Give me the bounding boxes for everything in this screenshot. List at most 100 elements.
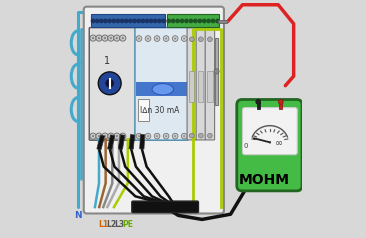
Bar (97, 135, 105, 150)
Bar (257, 102, 259, 109)
Circle shape (136, 36, 142, 41)
Circle shape (102, 133, 108, 139)
Circle shape (158, 19, 161, 23)
Text: N: N (74, 211, 81, 220)
Circle shape (189, 19, 193, 23)
Text: L3: L3 (114, 220, 124, 229)
Circle shape (92, 135, 94, 137)
Circle shape (116, 19, 120, 23)
Circle shape (138, 135, 140, 137)
Circle shape (147, 135, 149, 137)
Circle shape (163, 36, 169, 41)
Circle shape (145, 19, 149, 23)
Circle shape (194, 19, 197, 23)
Bar (279, 102, 282, 109)
Circle shape (165, 135, 167, 137)
Bar (215, 38, 218, 105)
FancyBboxPatch shape (132, 201, 198, 213)
Circle shape (114, 133, 120, 139)
Circle shape (154, 36, 160, 41)
Circle shape (98, 135, 100, 137)
Circle shape (108, 19, 111, 23)
Circle shape (185, 19, 188, 23)
FancyBboxPatch shape (243, 108, 297, 155)
Circle shape (108, 133, 114, 139)
Circle shape (129, 19, 132, 23)
Circle shape (156, 135, 158, 137)
Circle shape (269, 141, 271, 144)
Circle shape (162, 19, 165, 23)
Circle shape (110, 135, 112, 137)
Circle shape (136, 133, 142, 139)
Circle shape (214, 69, 219, 74)
Circle shape (98, 37, 100, 39)
FancyBboxPatch shape (205, 28, 214, 140)
Bar (140, 134, 145, 149)
Circle shape (181, 133, 187, 139)
Text: I∆n 30 mA: I∆n 30 mA (139, 106, 179, 115)
Circle shape (176, 19, 179, 23)
Circle shape (105, 79, 114, 88)
FancyBboxPatch shape (135, 28, 188, 140)
Circle shape (172, 133, 178, 139)
Bar (136, 82, 187, 96)
Circle shape (198, 133, 203, 138)
Bar (189, 71, 194, 102)
Circle shape (208, 37, 212, 42)
Circle shape (90, 35, 96, 41)
Circle shape (153, 19, 157, 23)
Circle shape (120, 35, 126, 41)
Text: MOHM: MOHM (238, 173, 290, 187)
Bar (138, 99, 149, 121)
FancyBboxPatch shape (237, 99, 302, 191)
Circle shape (167, 19, 171, 23)
Bar (226, 21, 228, 22)
Circle shape (114, 35, 120, 41)
Circle shape (149, 19, 153, 23)
Circle shape (104, 135, 106, 137)
Circle shape (174, 135, 176, 137)
Circle shape (138, 38, 140, 40)
Circle shape (165, 38, 167, 40)
Bar (207, 71, 213, 102)
Text: L1: L1 (98, 220, 108, 229)
Circle shape (145, 36, 151, 41)
FancyBboxPatch shape (187, 28, 197, 140)
Circle shape (96, 133, 102, 139)
Circle shape (102, 35, 108, 41)
Bar (118, 135, 125, 149)
Text: L2: L2 (106, 220, 116, 229)
Circle shape (96, 19, 99, 23)
Circle shape (198, 37, 203, 42)
Circle shape (120, 133, 126, 139)
Circle shape (104, 19, 107, 23)
Circle shape (198, 19, 201, 23)
Bar (129, 134, 135, 149)
Circle shape (181, 36, 187, 41)
Circle shape (156, 38, 158, 40)
Circle shape (116, 37, 118, 39)
Circle shape (174, 38, 176, 40)
Text: ∞: ∞ (275, 138, 283, 148)
Circle shape (163, 133, 169, 139)
Circle shape (133, 19, 136, 23)
Circle shape (104, 37, 106, 39)
Circle shape (116, 135, 118, 137)
Text: 1: 1 (104, 56, 110, 66)
Circle shape (141, 19, 145, 23)
Circle shape (202, 19, 206, 23)
Circle shape (137, 19, 140, 23)
Circle shape (122, 37, 124, 39)
FancyBboxPatch shape (84, 7, 224, 213)
Circle shape (92, 19, 95, 23)
Circle shape (100, 19, 103, 23)
Circle shape (120, 19, 124, 23)
Circle shape (92, 37, 94, 39)
Circle shape (147, 38, 149, 40)
Text: 0: 0 (243, 143, 248, 149)
Circle shape (122, 135, 124, 137)
Circle shape (208, 133, 212, 138)
Bar (167, 14, 219, 27)
Circle shape (183, 38, 185, 40)
Circle shape (180, 19, 184, 23)
